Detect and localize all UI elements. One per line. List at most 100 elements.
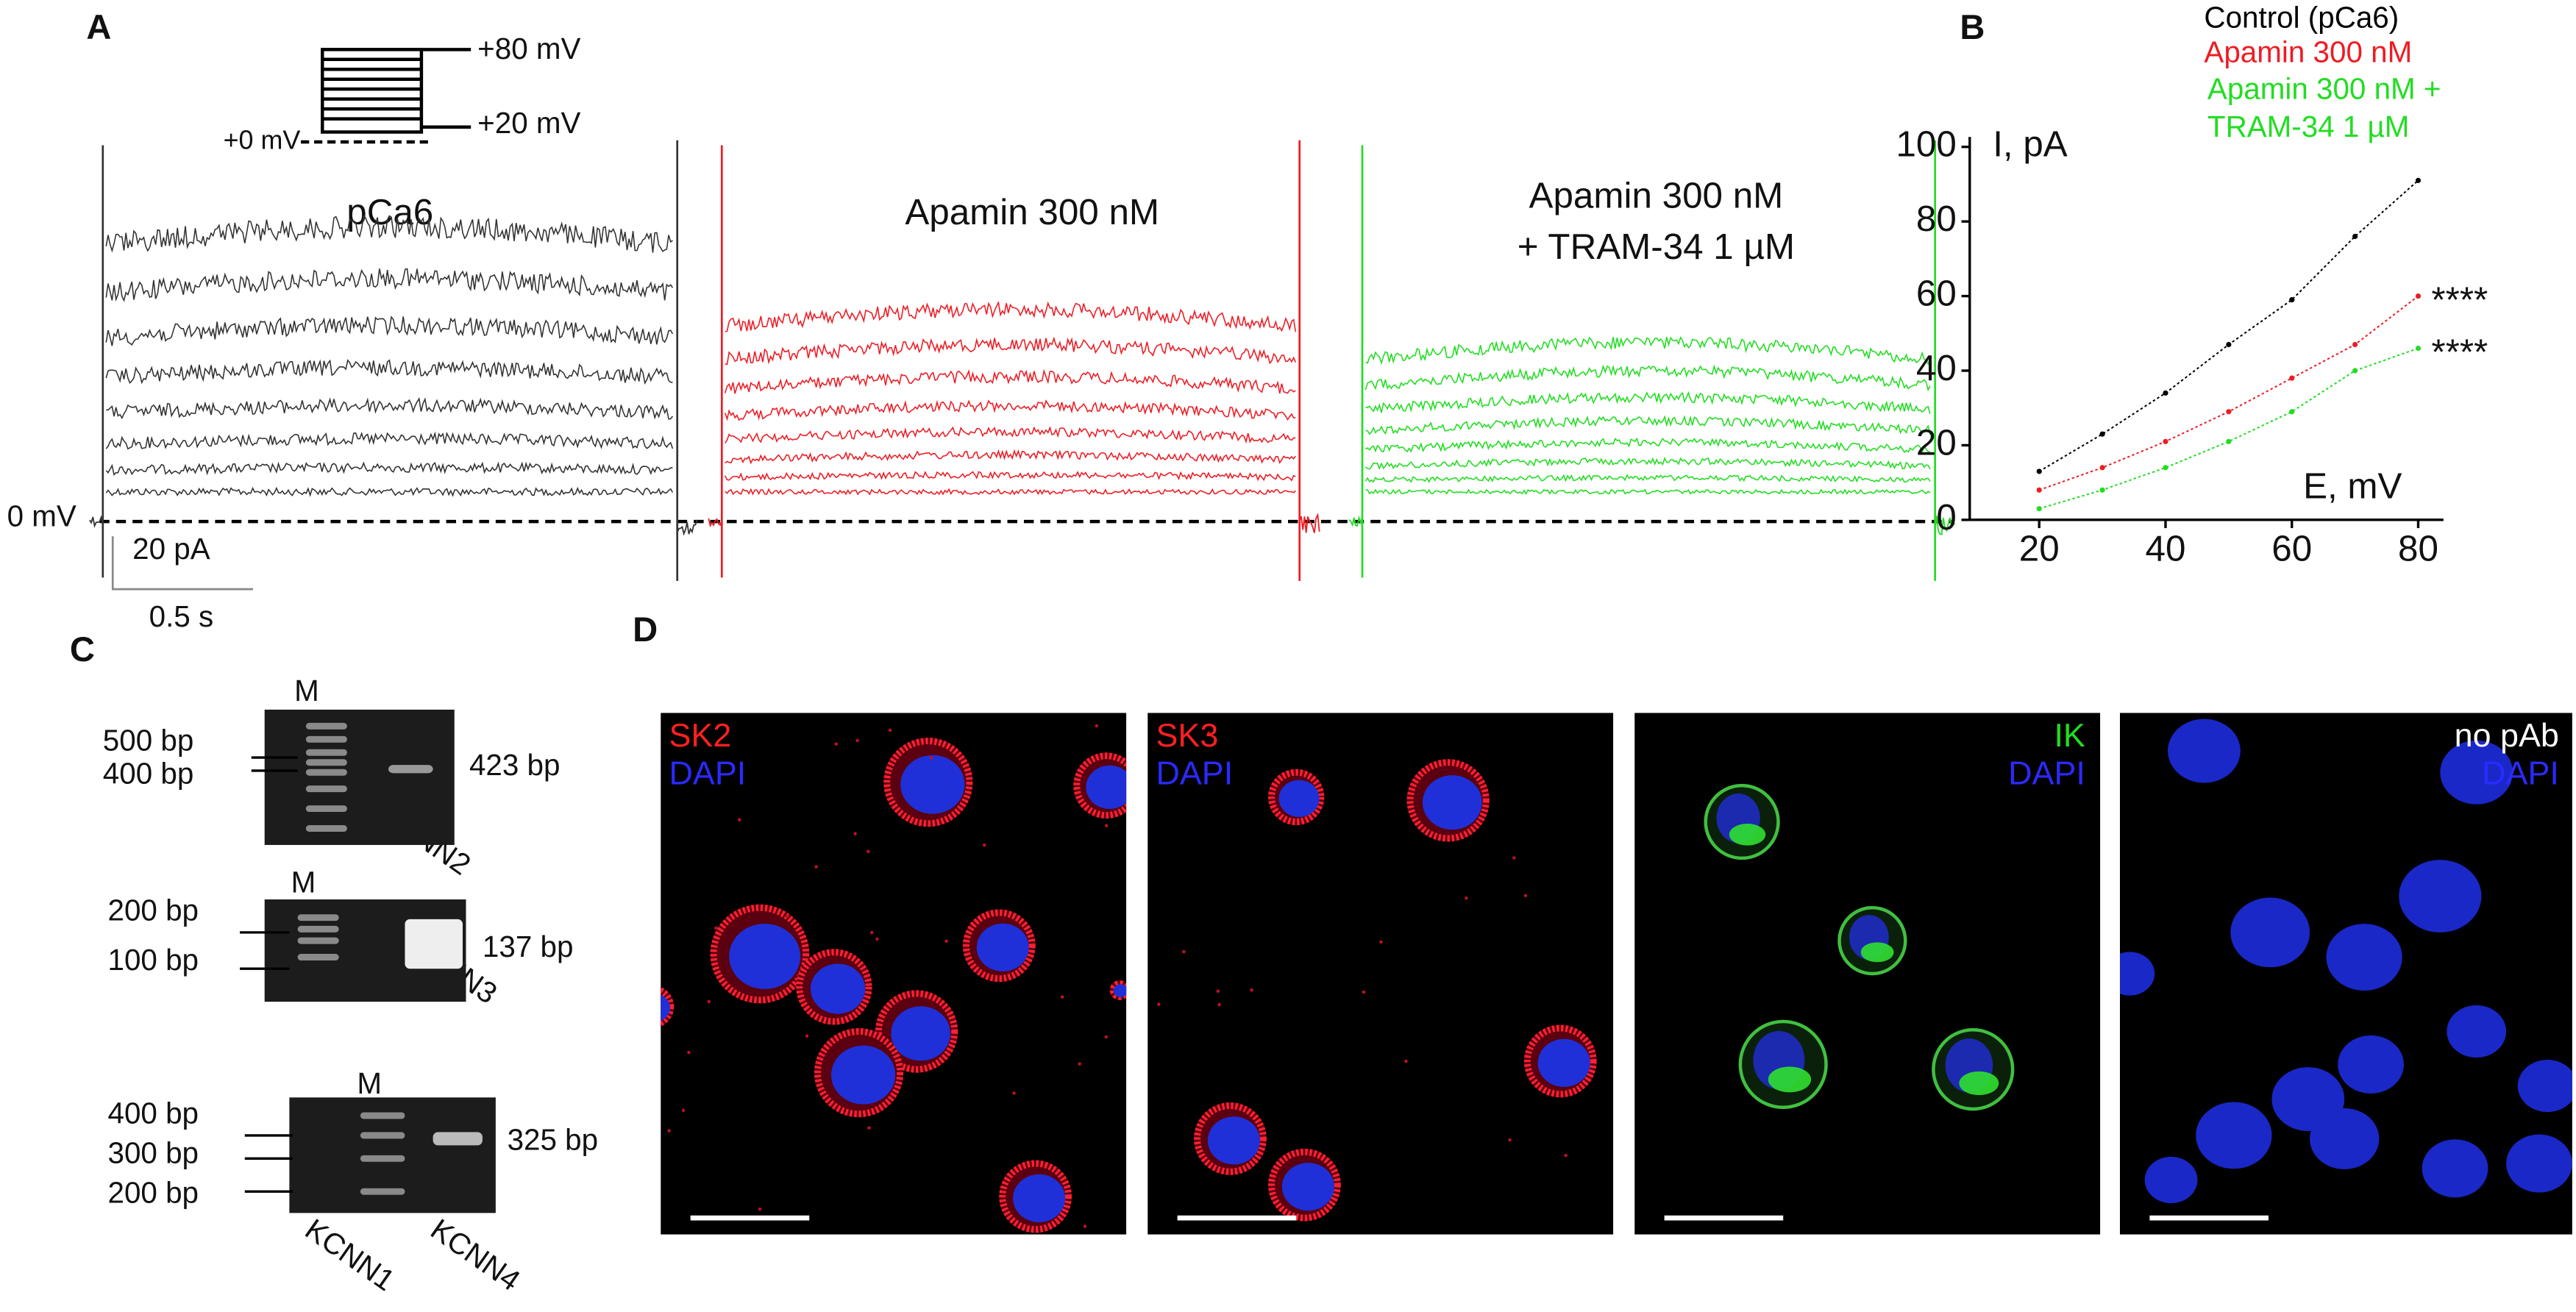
marker-label: M	[357, 1066, 382, 1100]
trace-title: pCa6	[346, 192, 433, 232]
ladder-band	[360, 1132, 405, 1139]
data-point	[2036, 506, 2042, 512]
background-speck	[867, 849, 870, 854]
background-speck	[1217, 1002, 1221, 1007]
ladder-band	[297, 954, 339, 961]
band-label: 423 bp	[469, 748, 561, 782]
background-speck	[1012, 1091, 1016, 1095]
data-point	[2099, 465, 2105, 471]
sample-band	[433, 1132, 483, 1146]
ik-stain	[1729, 823, 1766, 846]
nucleus	[2310, 1108, 2380, 1169]
lane-label: KCNN1	[299, 1212, 401, 1297]
stain-label: SK3	[1156, 716, 1218, 754]
gel-image	[264, 709, 455, 845]
data-point	[2163, 438, 2168, 444]
x-axis-label: E, mV	[2303, 466, 2402, 506]
trace-title: Apamin 300 nM	[1529, 175, 1784, 215]
data-point	[2415, 345, 2422, 352]
background-speck	[1078, 1062, 1081, 1066]
ladder-band	[297, 914, 339, 921]
nucleus	[2399, 860, 2482, 933]
data-point	[2163, 465, 2168, 471]
ik-stain	[1959, 1071, 1999, 1096]
ladder-band	[360, 1155, 405, 1162]
data-point	[2226, 438, 2232, 444]
nucleus	[2422, 1139, 2488, 1198]
y-axis-label: I, pA	[1993, 124, 2068, 165]
background-speck	[1104, 824, 1109, 827]
background-speck	[737, 818, 741, 821]
background-speck	[1060, 995, 1064, 999]
size-label: 300 bp	[108, 1135, 199, 1169]
legend-line: Apamin 300 nM +	[2207, 71, 2449, 105]
background-speck	[983, 843, 986, 847]
current-trace	[1365, 437, 1930, 454]
y-tick-label: 20	[1916, 422, 1957, 463]
x-tick-label: 20	[2019, 529, 2060, 569]
background-speck	[1250, 988, 1253, 992]
nucleus	[810, 963, 866, 1014]
nucleus	[1113, 984, 1127, 997]
significance: ****	[2431, 280, 2488, 321]
background-speck	[758, 1207, 762, 1211]
nucleus	[729, 923, 801, 989]
current-trace	[1365, 488, 1931, 496]
current-trace	[725, 336, 1297, 366]
nucleus	[2506, 1134, 2572, 1193]
marker-label: M	[291, 865, 316, 899]
stain-label: DAPI	[2482, 755, 2559, 792]
nucleus	[2230, 897, 2310, 968]
y-tick-label: 80	[1916, 199, 1957, 239]
ik-stain	[1768, 1066, 1812, 1093]
nucleus	[900, 755, 965, 814]
current-trace	[725, 368, 1296, 394]
current-trace	[105, 359, 673, 385]
cell-membrane-stain	[1268, 769, 1325, 826]
panel-label: B	[1960, 7, 1985, 46]
data-point	[2226, 409, 2232, 415]
legend-entry: Control (pCa6)	[2204, 1, 2399, 35]
ladder-band	[305, 825, 347, 832]
background-speck	[853, 832, 857, 835]
background-speck	[1104, 1035, 1109, 1039]
cell-membrane-stain	[1406, 759, 1490, 842]
data-point	[2036, 468, 2042, 474]
ladder-band	[297, 937, 339, 944]
background-speck	[1512, 856, 1516, 860]
nucleus	[1013, 1174, 1066, 1222]
cell-membrane-stain	[962, 909, 1036, 983]
current-trace	[105, 486, 674, 497]
cell-membrane-stain	[814, 1028, 904, 1118]
nucleus	[2119, 952, 2155, 996]
current-trace	[725, 426, 1296, 444]
stain-label: no pAb	[2455, 716, 2559, 754]
cell-membrane-stain	[661, 986, 675, 1027]
scale-label: 0.5 s	[149, 599, 214, 633]
current-trace	[1365, 364, 1931, 392]
cells	[661, 724, 1127, 1233]
current-trace	[106, 396, 674, 420]
nucleus	[830, 1045, 896, 1105]
stain-label: DAPI	[1156, 755, 1233, 792]
background-speck	[805, 1034, 809, 1038]
ladder-band	[305, 759, 347, 766]
data-point	[2352, 368, 2358, 374]
background-speck	[1207, 731, 1211, 735]
size-label: 500 bp	[103, 723, 194, 757]
stain-label: IK	[2054, 716, 2085, 754]
protocol-label: +20 mV	[477, 106, 580, 140]
background-speck	[1157, 1002, 1161, 1006]
current-trace	[1365, 391, 1931, 414]
nucleus	[2144, 1156, 2198, 1204]
nucleus	[2447, 1005, 2507, 1058]
current-trace	[725, 449, 1296, 465]
y-tick-label: 0	[1936, 497, 1956, 538]
background-speck	[1564, 1153, 1568, 1158]
cell-membrane-stain	[796, 949, 872, 1025]
background-speck	[1379, 940, 1383, 944]
data-point	[2099, 487, 2105, 493]
pre-step-current	[89, 515, 104, 528]
nucleus	[2440, 740, 2513, 805]
ladder-band	[297, 925, 339, 933]
